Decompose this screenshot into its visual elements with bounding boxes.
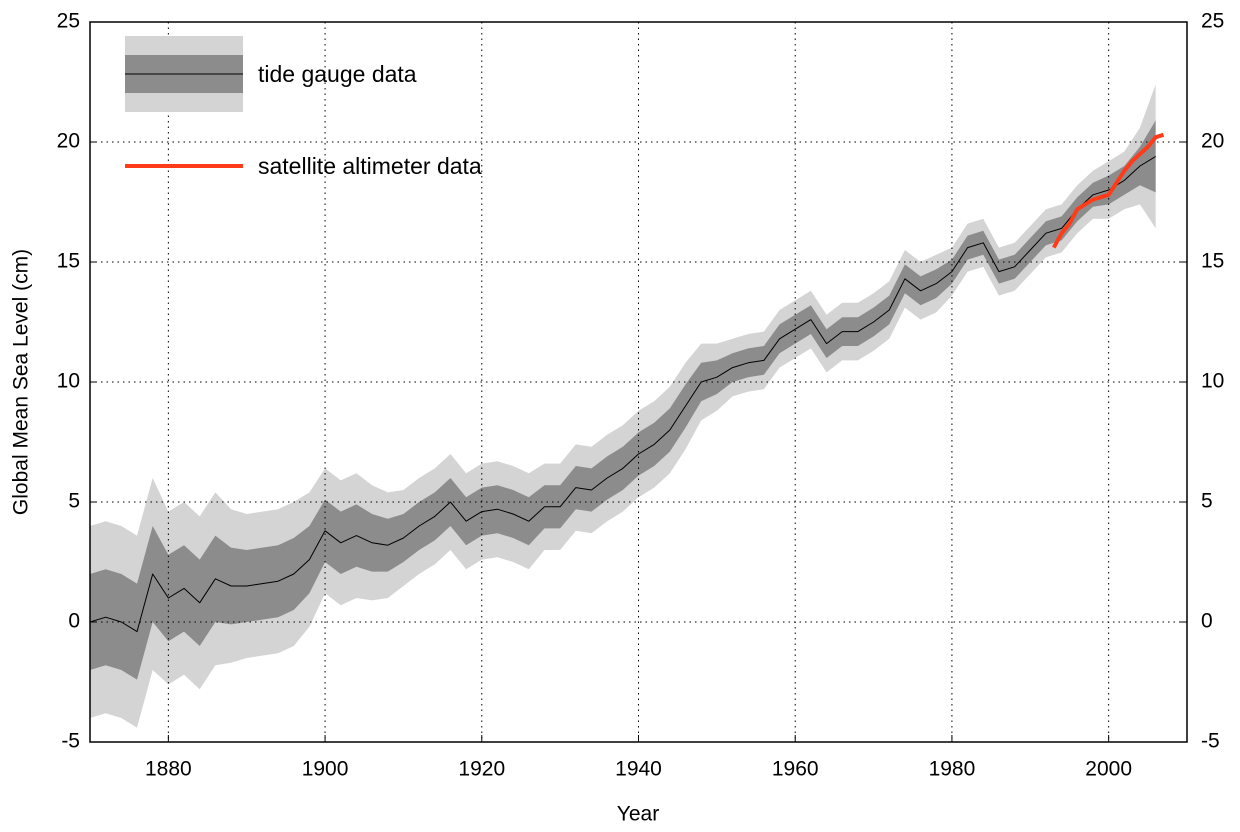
- y2-tick-label: 10: [1201, 370, 1224, 393]
- y2-tick-label: 15: [1201, 250, 1224, 273]
- legend-label: tide gauge data: [258, 61, 417, 87]
- y-tick-label: -5: [61, 730, 80, 753]
- x-tick-label: 1980: [929, 758, 976, 781]
- y2-tick-label: 5: [1201, 490, 1213, 513]
- x-tick-label: 1920: [458, 758, 505, 781]
- y2-tick-label: 25: [1201, 10, 1224, 33]
- y-tick-label: 20: [57, 130, 80, 153]
- series-line: [89, 155, 1156, 633]
- bands: [90, 84, 1156, 728]
- lines: [89, 132, 1165, 633]
- y2-tick-label: 20: [1201, 130, 1224, 153]
- x-axis-label: Year: [617, 803, 659, 826]
- y-tick-label: 25: [57, 10, 80, 33]
- x-tick-label: 1880: [145, 758, 192, 781]
- x-tick-label: 1900: [302, 758, 349, 781]
- y-tick-label: 0: [68, 610, 80, 633]
- y-tick-label: 10: [57, 370, 80, 393]
- outer-band: [90, 84, 1156, 728]
- grid: [90, 21, 1187, 743]
- y-axis-label: Global Mean Sea Level (cm): [10, 249, 33, 515]
- y-tick-label: 5: [68, 490, 80, 513]
- x-tick-label: 2000: [1085, 758, 1132, 781]
- y-tick-label: 15: [57, 250, 80, 273]
- x-tick-label: 1960: [772, 758, 819, 781]
- inner-band: [90, 120, 1156, 680]
- y2-tick-label: 0: [1201, 610, 1213, 633]
- series-line: [1052, 132, 1165, 249]
- y2-tick-label: -5: [1201, 730, 1220, 753]
- x-tick-label: 1940: [615, 758, 662, 781]
- plot-frame: [89, 21, 1188, 743]
- legend-label: satellite altimeter data: [258, 153, 482, 179]
